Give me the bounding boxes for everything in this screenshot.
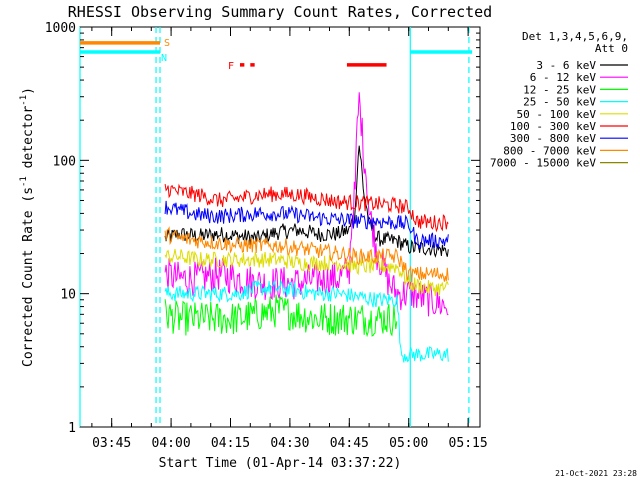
flag-label: S	[164, 38, 170, 49]
y-tick-label: 1000	[45, 21, 76, 36]
y-axis-label-sup1: -1	[19, 176, 29, 187]
x-tick-label: 04:15	[211, 436, 250, 451]
x-axis-label: Start Time (01-Apr-14 03:37:22)	[159, 456, 402, 471]
legend-entry-label: 7000 - 15000 keV	[490, 157, 596, 170]
legend-entry-label: 50 - 100 keV	[517, 108, 597, 121]
x-tick-label: 04:45	[330, 436, 369, 451]
x-tick-label: 04:30	[270, 436, 309, 451]
legend-entry-label: 6 - 12 keV	[530, 71, 597, 84]
flag-bars: SN F	[80, 38, 473, 72]
series-line	[164, 92, 449, 317]
y-axis-label-start: Corrected Count Rate (s	[21, 187, 36, 367]
x-axis-ticks: 03:45 04:00 04:15 04:30 04:45 05:00 05:15	[91, 27, 488, 451]
y-axis-label-mid: detector	[21, 106, 36, 177]
x-tick-label: 05:15	[449, 436, 488, 451]
x-tick-label: 05:00	[389, 436, 428, 451]
x-tick-label: 04:00	[152, 436, 191, 451]
y-axis-label: Corrected Count Rate (s-1 detector-1)	[19, 87, 36, 367]
y-axis-label-sup2: -1	[19, 95, 29, 106]
legend-entry-label: 25 - 50 keV	[523, 96, 596, 109]
legend-entry-label: 300 - 800 keV	[510, 132, 596, 145]
flag-label: F	[228, 61, 234, 72]
series-line	[164, 226, 449, 283]
y-tick-label: 10	[60, 288, 76, 303]
series-line	[164, 294, 398, 338]
plot-area: SN F 1 10 100 1000 03:45 04:00 04:15 04:30 04:45…	[45, 21, 488, 451]
footer-timestamp: 21-Oct-2021 23:28	[555, 469, 637, 478]
y-tick-label: 1	[68, 421, 76, 436]
series-line	[164, 183, 449, 233]
series-line	[164, 145, 449, 258]
series-lines	[164, 92, 449, 363]
series-line	[164, 249, 449, 297]
legend-entry-label: 12 - 25 keV	[523, 83, 596, 96]
legend-entry-label: 800 - 7000 keV	[503, 144, 596, 157]
legend-entry-label: 3 - 6 keV	[536, 59, 596, 72]
legend-entry-label: 100 - 300 keV	[510, 120, 596, 133]
x-tick-label: 03:45	[92, 436, 131, 451]
chart-title: RHESSI Observing Summary Count Rates, Co…	[68, 3, 492, 21]
y-axis-label-end: )	[21, 87, 36, 95]
series-line	[164, 279, 449, 363]
legend-header-2: Att 0	[595, 42, 628, 55]
y-axis-ticks: 1 10 100 1000	[45, 21, 480, 436]
legend-header-1: Det 1,3,4,5,6,9,	[522, 30, 628, 43]
flag-label: N	[161, 53, 167, 64]
series-line	[164, 200, 449, 250]
y-tick-label: 100	[53, 154, 76, 169]
vertical-markers	[79, 27, 470, 427]
